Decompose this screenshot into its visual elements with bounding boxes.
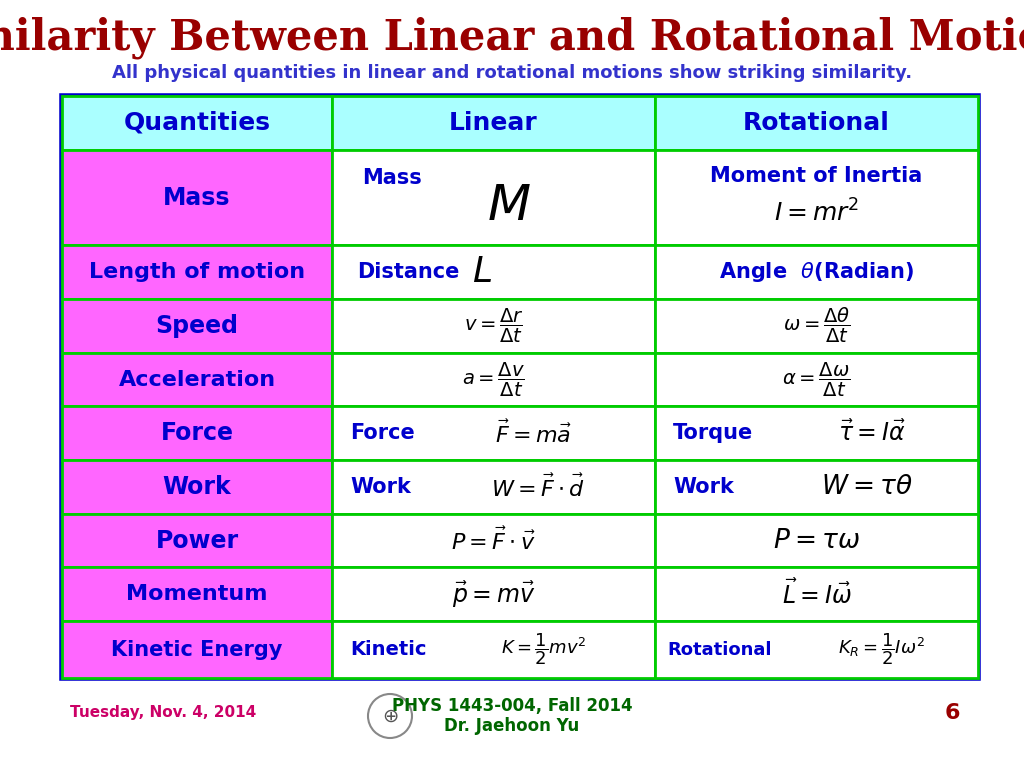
Bar (655, 246, 978, 299)
Bar (62, 621, 332, 678)
Bar (62, 299, 332, 353)
Text: Mass: Mass (362, 167, 422, 187)
Text: PHYS 1443-004, Fall 2014: PHYS 1443-004, Fall 2014 (392, 697, 632, 715)
Text: $I = mr^2$: $I = mr^2$ (774, 199, 859, 226)
Bar (332, 246, 655, 299)
Bar (655, 406, 978, 460)
Text: Distance: Distance (357, 262, 460, 282)
Text: Rotational: Rotational (743, 111, 890, 135)
Text: All physical quantities in linear and rotational motions show striking similarit: All physical quantities in linear and ro… (112, 64, 912, 82)
Text: Force: Force (161, 421, 233, 445)
Bar (62, 96, 332, 150)
Bar (655, 514, 978, 568)
Bar (655, 353, 978, 406)
Text: $P = \tau\omega$: $P = \tau\omega$ (773, 528, 860, 554)
Text: Mass: Mass (163, 186, 230, 210)
Bar (62, 568, 332, 621)
Text: $a = \dfrac{\Delta v}{\Delta t}$: $a = \dfrac{\Delta v}{\Delta t}$ (462, 360, 525, 399)
Text: Work: Work (163, 475, 231, 499)
Bar (332, 353, 655, 406)
Bar (332, 406, 655, 460)
Bar (655, 150, 978, 246)
Text: ⊕: ⊕ (382, 707, 398, 726)
Text: $\mathit{L}$: $\mathit{L}$ (472, 255, 492, 290)
Bar (62, 460, 332, 514)
Text: Force: Force (350, 423, 415, 443)
Bar (62, 96, 978, 678)
Text: 6: 6 (944, 703, 961, 723)
Bar (62, 353, 332, 406)
Text: Dr. Jaehoon Yu: Dr. Jaehoon Yu (444, 717, 580, 735)
Bar (332, 568, 655, 621)
Text: $K = \dfrac{1}{2}mv^2$: $K = \dfrac{1}{2}mv^2$ (501, 632, 586, 667)
Text: $\vec{F} = m\vec{a}$: $\vec{F} = m\vec{a}$ (495, 419, 572, 447)
Text: $W = \vec{F}\cdot\vec{d}$: $W = \vec{F}\cdot\vec{d}$ (492, 473, 586, 501)
Bar (332, 299, 655, 353)
Bar (332, 150, 655, 246)
Text: $\vec{L} = I\vec{\omega}$: $\vec{L} = I\vec{\omega}$ (781, 579, 851, 609)
Text: Speed: Speed (156, 314, 239, 338)
Text: Tuesday, Nov. 4, 2014: Tuesday, Nov. 4, 2014 (70, 706, 256, 720)
Text: Moment of Inertia: Moment of Inertia (711, 166, 923, 186)
Text: Power: Power (156, 528, 239, 553)
Text: $K_R = \dfrac{1}{2}I\omega^2$: $K_R = \dfrac{1}{2}I\omega^2$ (838, 632, 925, 667)
Text: Work: Work (673, 477, 734, 497)
Bar (62, 150, 332, 246)
Text: $\vec{\tau} = I\vec{\alpha}$: $\vec{\tau} = I\vec{\alpha}$ (838, 420, 905, 446)
Bar (62, 406, 332, 460)
Text: $P = \vec{F}\cdot\vec{v}$: $P = \vec{F}\cdot\vec{v}$ (452, 527, 536, 554)
Text: $\omega = \dfrac{\Delta\theta}{\Delta t}$: $\omega = \dfrac{\Delta\theta}{\Delta t}… (782, 306, 850, 346)
Bar (62, 514, 332, 568)
Text: Quantities: Quantities (124, 111, 270, 135)
Text: Angle  $\theta$(Radian): Angle $\theta$(Radian) (719, 260, 914, 284)
Bar (332, 460, 655, 514)
Text: Linear: Linear (450, 111, 538, 135)
Text: Rotational: Rotational (667, 641, 771, 658)
Text: Acceleration: Acceleration (119, 369, 275, 389)
Text: $\vec{p} = m\vec{v}$: $\vec{p} = m\vec{v}$ (452, 579, 536, 610)
Text: Similarity Between Linear and Rotational Motions: Similarity Between Linear and Rotational… (0, 17, 1024, 59)
Text: Torque: Torque (673, 423, 754, 443)
Text: $W = \tau\theta$: $W = \tau\theta$ (820, 474, 912, 500)
Text: Work: Work (350, 477, 411, 497)
Bar (655, 460, 978, 514)
Bar (655, 568, 978, 621)
Text: Kinetic: Kinetic (350, 640, 427, 659)
Bar (332, 96, 655, 150)
Text: Momentum: Momentum (126, 584, 267, 604)
Bar (332, 514, 655, 568)
Bar (655, 299, 978, 353)
Bar (62, 246, 332, 299)
Text: $\mathit{M}$: $\mathit{M}$ (486, 181, 530, 230)
Text: $v = \dfrac{\Delta r}{\Delta t}$: $v = \dfrac{\Delta r}{\Delta t}$ (464, 307, 523, 345)
Text: Kinetic Energy: Kinetic Energy (112, 640, 283, 660)
Text: Length of motion: Length of motion (89, 262, 305, 282)
Bar (332, 621, 655, 678)
Bar (655, 621, 978, 678)
Text: $\alpha = \dfrac{\Delta\omega}{\Delta t}$: $\alpha = \dfrac{\Delta\omega}{\Delta t}… (782, 360, 851, 399)
Bar (655, 96, 978, 150)
